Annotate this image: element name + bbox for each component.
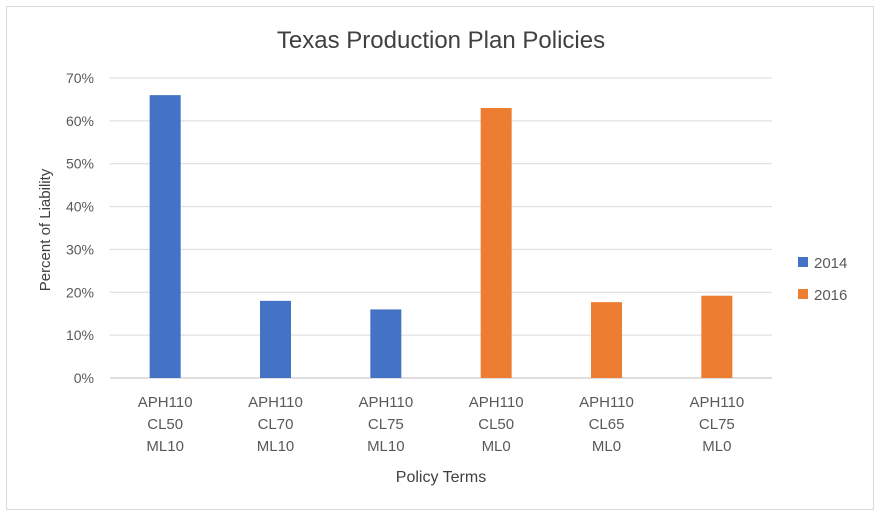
x-tick-label: APH110 CL50 ML0 [469,394,524,455]
x-tick-label: APH110 CL65 ML0 [579,394,634,455]
legend-swatch-2016 [798,289,808,299]
y-tick-label: 30% [66,241,94,257]
x-tick-label-line: APH110 [689,394,744,411]
bar-2016-4 [480,108,512,378]
x-tick-label-line: APH110 [248,394,303,411]
x-axis-ticks: APH110 CL50 ML10 APH110 CL70 ML10 APH110 CL75 ML… [138,394,744,455]
y-tick-label: 20% [66,284,94,300]
x-tick-label-line: ML10 [257,438,295,455]
x-tick-label-line: CL75 [368,416,404,433]
x-tick-label: APH110 CL70 ML10 [248,394,303,455]
x-tick-label-line: CL50 [147,416,183,433]
x-tick-label-line: ML0 [592,438,621,455]
chart-title: Texas Production Plan Policies [277,27,605,54]
y-tick-label: 40% [66,199,94,215]
y-tick-label: 0% [74,370,94,386]
x-tick-label-line: ML0 [482,438,511,455]
y-axis-label: Percent of Liability [37,168,54,291]
bar-2014-1 [149,95,181,379]
legend-swatch-2014 [798,257,808,267]
bar-2014-3 [370,309,402,378]
x-tick-label-line: APH110 [358,394,413,411]
x-tick-label-line: APH110 [579,394,634,411]
x-tick-label-line: CL50 [478,416,514,433]
y-tick-label: 50% [66,156,94,172]
bar-2016-6 [701,295,733,378]
legend-label-2014: 2014 [814,255,847,272]
x-tick-label-line: CL75 [699,416,735,433]
gridlines [110,77,772,379]
x-tick-label-line: ML10 [146,438,184,455]
x-tick-label-line: ML10 [367,438,405,455]
bar-2016-5 [591,302,622,378]
x-tick-label: APH110 CL75 ML10 [358,394,413,455]
y-axis-ticks: 0% 10% 20% 30% 40% 50% 60% 70% [66,70,94,386]
x-tick-label-line: CL65 [589,416,625,433]
y-tick-label: 10% [66,327,94,343]
y-tick-label: 60% [66,113,94,129]
bar-2014-2 [260,300,291,378]
x-tick-label-line: ML0 [702,438,731,455]
x-tick-label: APH110 CL50 ML10 [138,394,193,455]
x-tick-label-line: APH110 [138,394,193,411]
y-tick-label: 70% [66,70,94,86]
x-axis-label: Policy Terms [396,469,486,486]
x-tick-label-line: APH110 [469,394,524,411]
legend: 2014 2016 [798,255,847,304]
legend-label-2016: 2016 [814,287,847,304]
bars [149,95,733,379]
x-tick-label-line: CL70 [258,416,294,433]
x-tick-label: APH110 CL75 ML0 [689,394,744,455]
